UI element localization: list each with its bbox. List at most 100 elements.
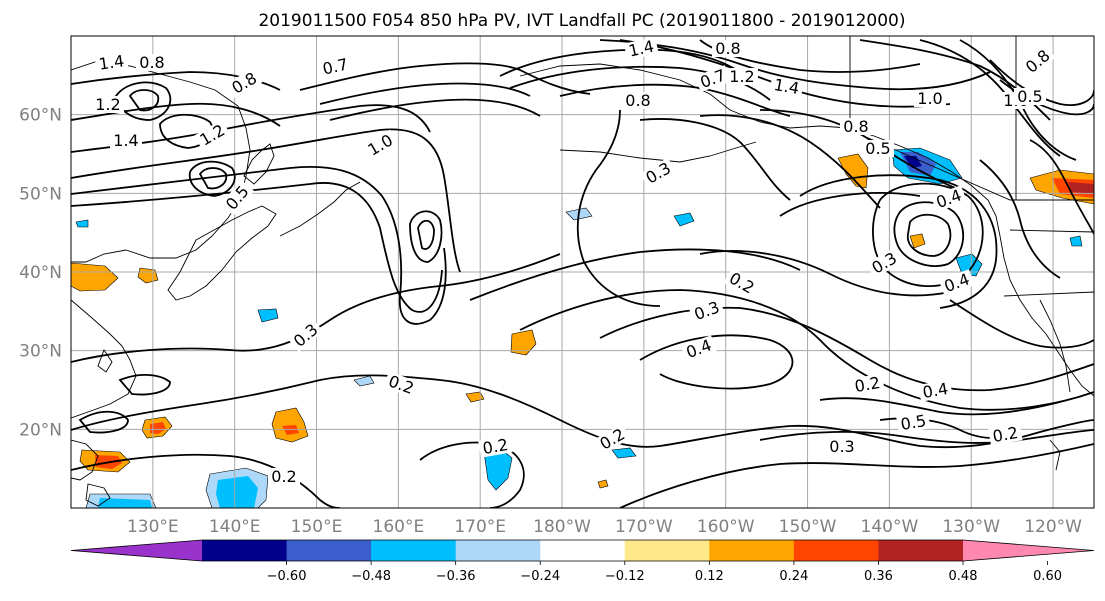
latitude-tick-label: 50°N	[19, 184, 62, 204]
pv-contour	[71, 253, 561, 363]
colorbar-segment	[286, 540, 372, 561]
contour-label-bg	[92, 96, 124, 113]
contour-label-bg	[136, 54, 168, 71]
pv-contour	[699, 250, 951, 297]
colorbar-extend-min	[71, 540, 202, 561]
shade-patch-negative	[75, 219, 89, 228]
shade-patch-negative	[98, 498, 152, 508]
contour-label-bg	[110, 132, 142, 149]
contour-label-bg	[1014, 88, 1046, 105]
contour-label-bg	[623, 36, 659, 61]
pv-contour	[299, 62, 591, 95]
contour-label-bg	[640, 157, 677, 189]
contour-label: 1.4	[772, 75, 800, 98]
shade-patch-positive	[909, 233, 926, 249]
latitude-tick-label: 30°N	[19, 342, 62, 362]
latitude-tick-label: 40°N	[19, 263, 62, 283]
contour-label: 1.0	[917, 89, 942, 108]
pv-contour	[959, 39, 1077, 161]
contour-label-bg	[226, 67, 263, 99]
contour-label-bg	[362, 129, 399, 161]
contour-label: 0.2	[853, 373, 881, 396]
pv-contour	[979, 159, 1061, 279]
contour-label-bg	[1020, 44, 1056, 79]
contour-label-bg	[938, 269, 975, 297]
contour-label: 1.2	[729, 67, 754, 86]
contour-label: 0.5	[1017, 87, 1042, 106]
contour-label: 1.4	[98, 51, 126, 73]
contour-label-bg	[688, 297, 725, 325]
colorbar-tick-label: −0.48	[351, 569, 391, 584]
shade-patch-positive	[510, 329, 537, 356]
colorbar-segment	[202, 540, 288, 561]
pv-contour	[639, 118, 791, 201]
contour-label-bg	[769, 75, 804, 98]
colorbar-segment	[709, 540, 795, 561]
contour-label-bg	[268, 468, 300, 485]
contour-label: 0.2	[271, 467, 296, 486]
pv-contour	[71, 128, 461, 273]
longitude-tick-label: 130°W	[942, 517, 1000, 537]
latitude-tick-label: 60°N	[19, 106, 62, 126]
contour-label: 0.4	[921, 379, 949, 402]
shade-patch-negative	[673, 212, 695, 227]
shade-patch-positive	[465, 391, 485, 403]
shade-patch-positive	[150, 422, 166, 434]
contour-label: 0.2	[991, 423, 1019, 446]
pv-contour	[71, 453, 341, 508]
pv-contour	[417, 219, 435, 250]
shade-patch-positive	[837, 153, 869, 189]
colorbar-tick-label: −0.24	[520, 569, 560, 584]
pv-contour	[639, 334, 794, 390]
colorbar-tick-label: −0.60	[267, 569, 307, 584]
colorbar-tick-label: −0.36	[436, 569, 476, 584]
colorbar-tick-label: 0.48	[949, 569, 978, 584]
pv-contour	[198, 167, 228, 190]
pv-contour	[188, 160, 236, 197]
colorbar-segment	[624, 540, 710, 561]
shade-patch-negative	[1069, 235, 1083, 247]
colorbar-tick-label: −0.12	[605, 569, 645, 584]
contour-label-bg	[826, 438, 858, 455]
contour-label-bg	[594, 423, 631, 455]
pv-contour	[409, 210, 443, 263]
pv-contour-layer	[71, 39, 1094, 508]
colorbar-tick-label: 0.36	[864, 569, 893, 584]
contour-label-bg	[383, 371, 420, 399]
pv-contour	[128, 89, 160, 112]
contour-label: 0.5	[899, 411, 927, 434]
longitude-tick-label: 120°W	[1024, 517, 1082, 537]
pv-contour	[469, 248, 801, 301]
colorbar-segment	[371, 540, 457, 561]
pv-contour	[118, 374, 171, 396]
shade-patch-negative	[904, 156, 922, 168]
contour-label-bg	[317, 54, 353, 79]
contour-label-bg	[896, 411, 931, 434]
pv-contour	[71, 102, 281, 127]
colorbar-tick-label: 0.12	[695, 569, 724, 584]
colorbar-segment	[540, 540, 626, 561]
pv-contour	[779, 192, 921, 217]
contour-label-bg	[850, 373, 885, 396]
colorbar-extend-max	[963, 540, 1094, 561]
contour-label: 1.4	[627, 37, 656, 61]
contour-label-bg	[220, 180, 255, 216]
pv-contour	[949, 299, 1094, 349]
latitude-axis: 60°N 50°N 40°N 30°N 20°N	[19, 106, 62, 441]
shade-patch-positive	[282, 425, 299, 435]
pv-contour	[619, 443, 1094, 508]
contour-label-bg	[862, 140, 894, 157]
longitude-tick-label: 140°E	[209, 517, 261, 537]
contour-label-bg	[694, 65, 731, 93]
shade-patch-negative	[353, 375, 375, 387]
pv-contour	[906, 213, 952, 257]
pv-contour	[329, 98, 541, 121]
map-frame	[70, 35, 1095, 509]
longitude-tick-label: 170°W	[615, 517, 673, 537]
figure-title: 2019011500 F054 850 hPa PV, IVT Landfall…	[258, 11, 905, 31]
pv-contour	[419, 441, 525, 508]
shade-patch-negative	[216, 476, 258, 508]
contour-label-bg	[840, 118, 872, 135]
contour-label-bg	[94, 51, 129, 74]
